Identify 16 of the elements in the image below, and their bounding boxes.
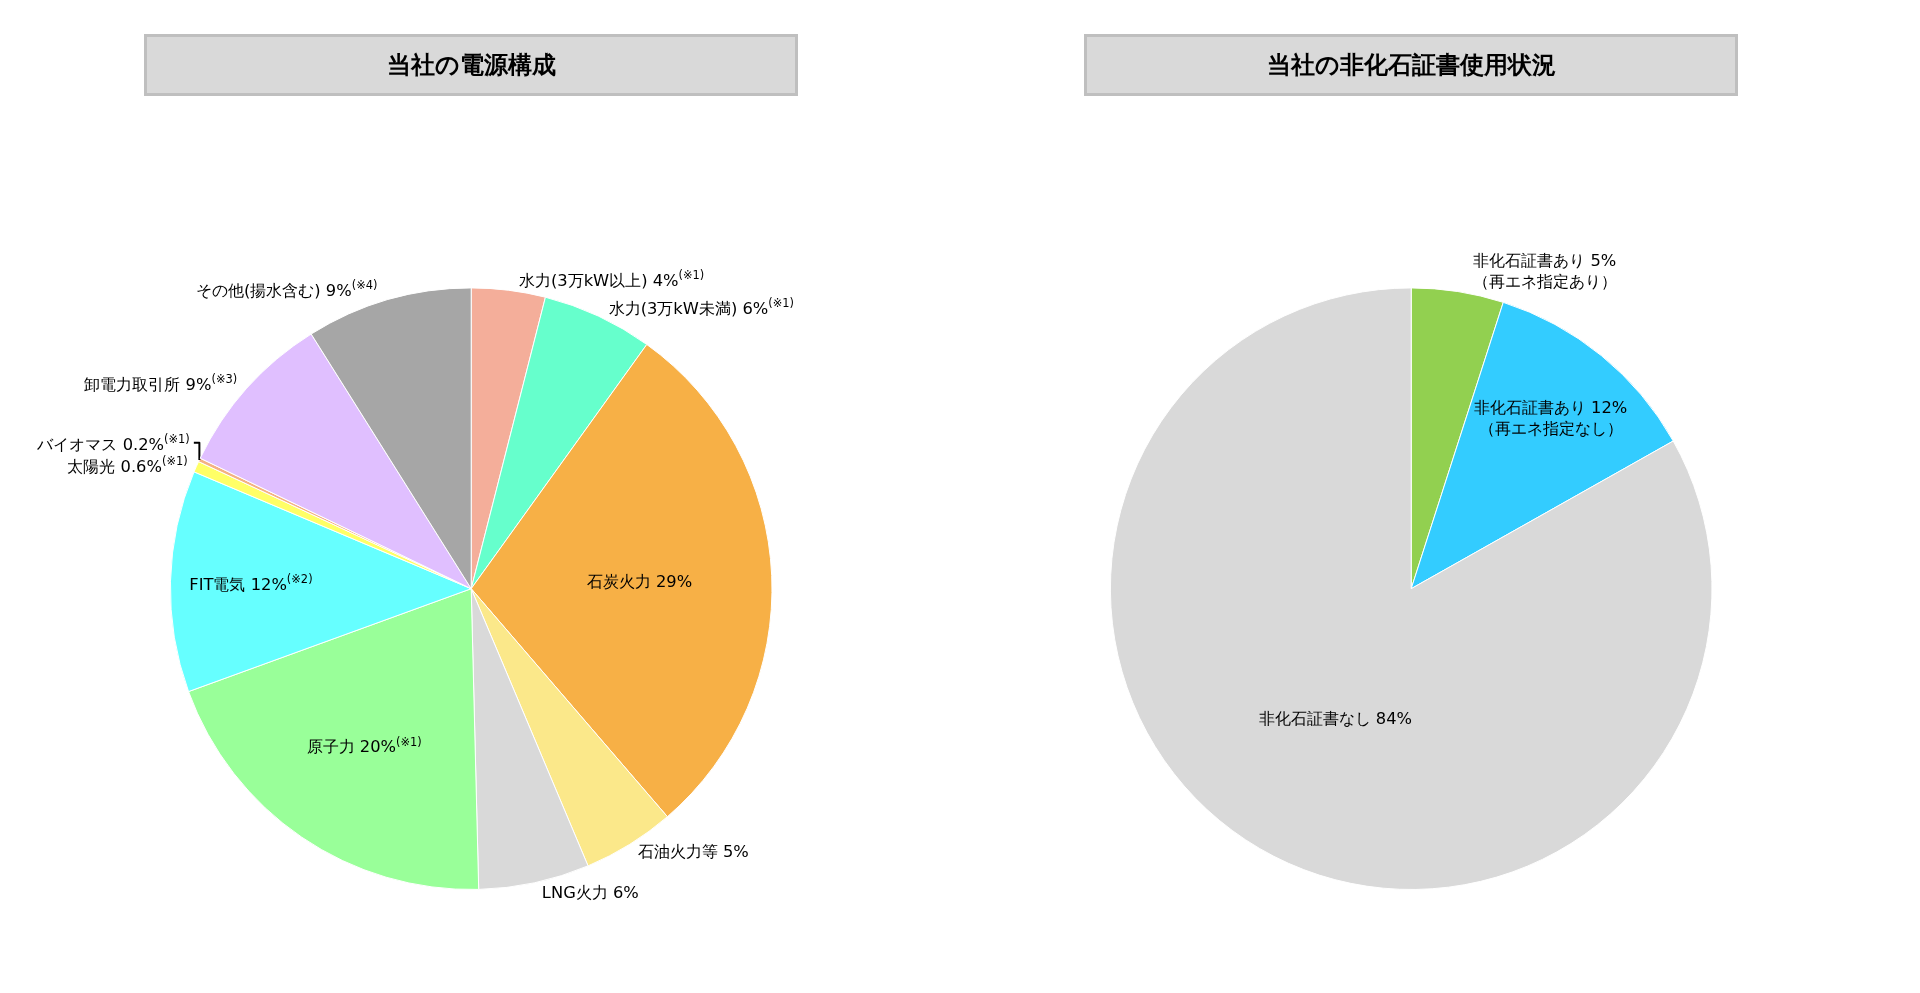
- slice-label: バイオマス 0.2%$^{(※1)}$: [36, 431, 190, 454]
- slice-label: 太陽光 0.6%$^{(※1)}$: [67, 453, 188, 476]
- slice-label: 原子力 20%$^{(※1)}$: [306, 734, 422, 757]
- chart-title: 当社の非化石証書使用状況: [1266, 51, 1556, 79]
- slice-label: LNG火力 6%: [541, 883, 639, 903]
- slice-label: 石炭火力 29%: [586, 572, 693, 592]
- slice-label: 卸電力取引所 9%$^{(※3)}$: [84, 372, 238, 395]
- slice-label: その他(揚水含む) 9%$^{(※4)}$: [195, 278, 378, 301]
- slice-label: 水力(3万kW以上) 4%$^{(※1)}$: [518, 268, 705, 291]
- chart-title: 当社の電源構成: [386, 51, 556, 79]
- slice-label: 非化石証書あり 12% （再エネ指定なし）: [1473, 398, 1628, 439]
- slice-label: 水力(3万kW未満) 6%$^{(※1)}$: [608, 295, 795, 318]
- slice-label: FIT電気 12%$^{(※2)}$: [189, 572, 313, 594]
- slice-label: 非化石証書なし 84%: [1258, 709, 1413, 729]
- slice-label: 石油火力等 5%: [637, 842, 749, 862]
- slice-label: 非化石証書あり 5% （再エネ指定あり）: [1472, 251, 1617, 292]
